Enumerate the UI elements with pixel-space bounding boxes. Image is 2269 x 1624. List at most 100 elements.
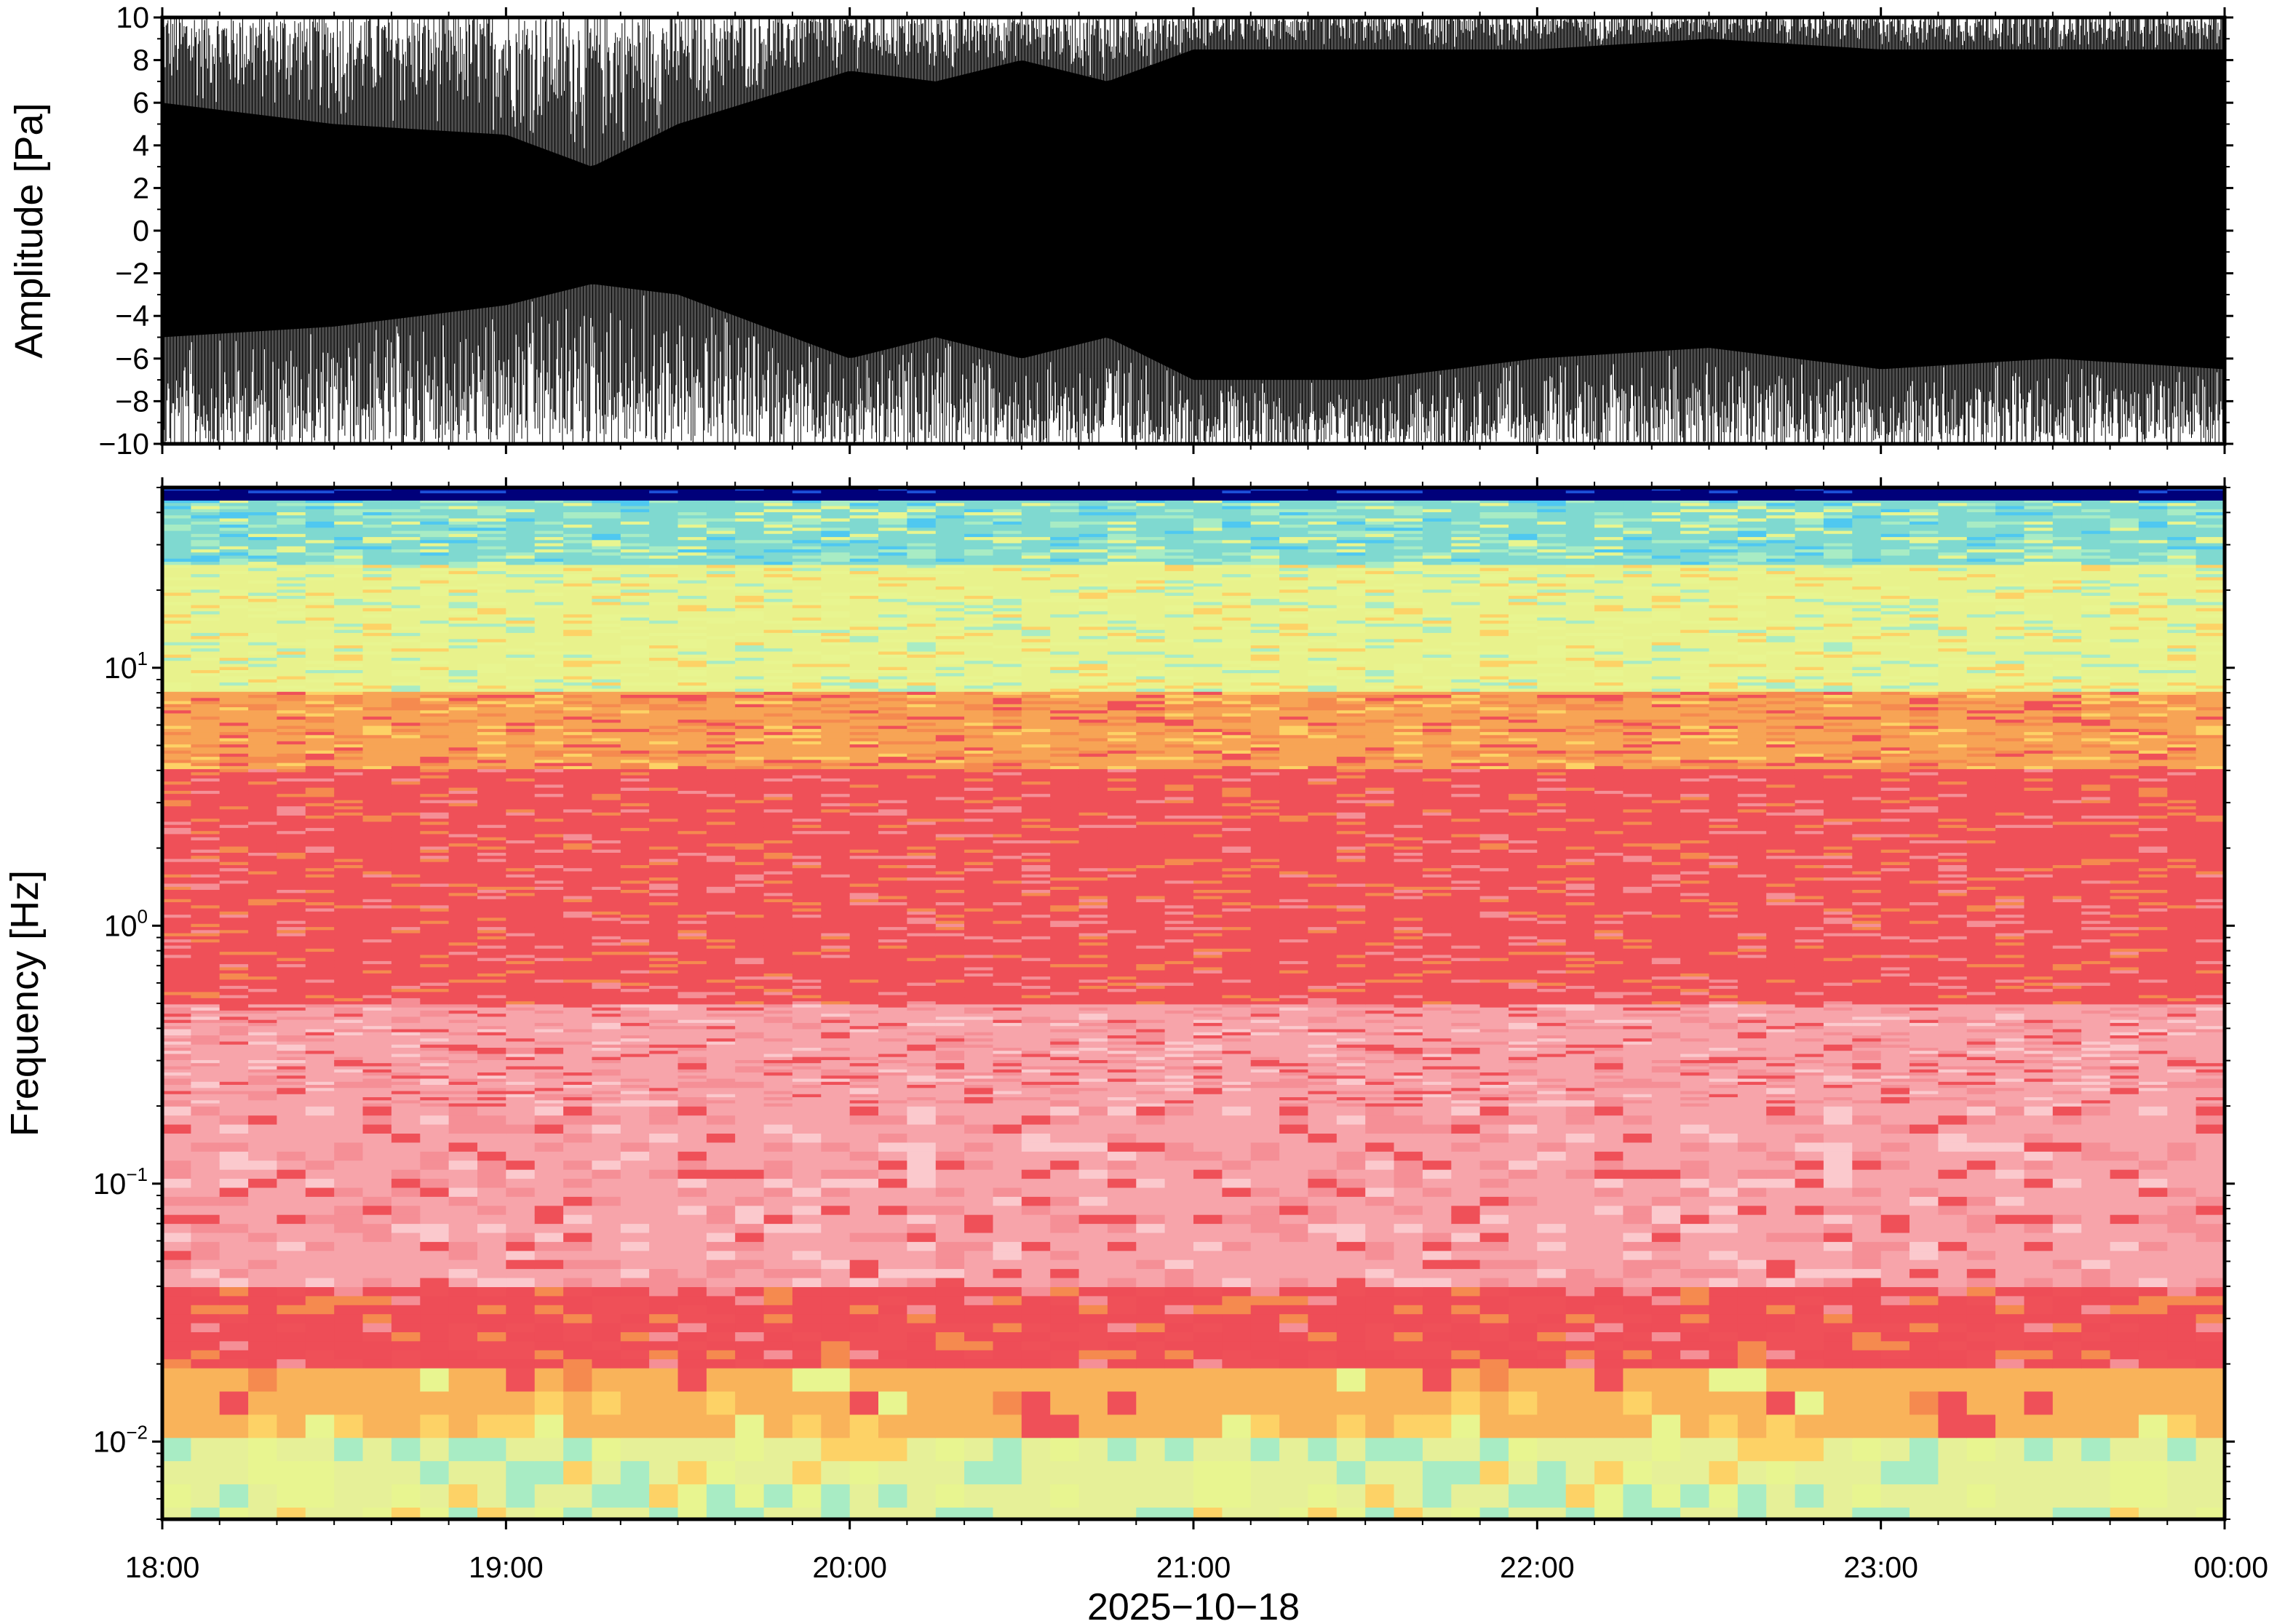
spectrogram-cell <box>162 812 192 816</box>
spectrogram-cell <box>305 927 335 931</box>
spectrogram-cell <box>277 1241 306 1252</box>
spectrogram-cell <box>219 1161 249 1171</box>
spectrogram-cell <box>162 515 192 520</box>
spectrogram-cell <box>248 698 278 702</box>
spectrogram-cell <box>277 890 306 894</box>
spectrogram-cell <box>219 1134 249 1144</box>
spectrogram-cell <box>649 1332 679 1342</box>
spectrogram-cell <box>334 682 364 687</box>
spectrogram-cell <box>305 821 335 826</box>
spectrogram-cell <box>305 1035 335 1040</box>
spectrogram-cell <box>162 738 192 742</box>
spectrogram-cell <box>334 670 364 674</box>
spectrogram-cell <box>277 583 306 587</box>
spectrogram-cell <box>277 750 306 755</box>
spectrogram-cell <box>248 1484 278 1508</box>
spectrogram-cell <box>477 1359 507 1369</box>
spectrogram-cell <box>706 1124 736 1134</box>
spectrogram-cell <box>334 577 364 581</box>
spectrogram-cell <box>191 1206 220 1216</box>
spectrogram-cell <box>219 982 249 987</box>
spectrogram-cell <box>420 1278 450 1288</box>
spectrogram-cell <box>219 1368 249 1393</box>
spectrogram-cell <box>706 1359 736 1369</box>
spectrogram-cell <box>391 1151 421 1161</box>
spectrogram-cell <box>277 1007 306 1011</box>
spectrogram-cell <box>305 614 335 618</box>
spectrogram-cell <box>305 942 335 947</box>
spectrogram-cell <box>162 592 192 597</box>
spectrogram-cell <box>277 1081 306 1086</box>
spectrogram-cell <box>191 1314 220 1324</box>
spectrogram-cell <box>248 577 278 581</box>
spectrogram-cell <box>448 1259 478 1270</box>
spectrogram-cell <box>191 747 220 752</box>
spectrogram-cell <box>191 757 220 761</box>
spectrogram-cell <box>677 1169 707 1179</box>
spectrogram-cell <box>248 824 278 829</box>
spectrogram-cell <box>649 1169 679 1179</box>
spectrogram-cell <box>277 775 306 779</box>
spectrogram-cell <box>162 853 192 857</box>
spectrogram-cell <box>334 723 364 727</box>
spectrogram-cell <box>592 1206 621 1216</box>
spectrogram-cell <box>305 490 335 495</box>
spectrogram-cell <box>277 620 306 624</box>
spectrogram-cell <box>219 902 249 907</box>
spectrogram-cell <box>592 1115 621 1126</box>
spectrogram-cell <box>563 1233 593 1243</box>
spectrogram-cell <box>706 1251 736 1261</box>
spectrogram-cell <box>248 549 278 554</box>
spectrogram-cell <box>277 528 306 532</box>
spectrogram-cell <box>248 765 278 770</box>
spectrogram-cell <box>219 698 249 702</box>
spectrogram-cell <box>191 521 220 525</box>
spectrogram-cell <box>162 661 192 665</box>
spectrogram-cell <box>162 896 192 900</box>
spectrogram-cell <box>219 741 249 745</box>
spectrogram-cell <box>191 1097 220 1102</box>
spectrogram-cell <box>191 1287 220 1297</box>
spectrogram-cell <box>677 1323 707 1333</box>
spectrogram-cell <box>420 1314 450 1324</box>
spectrogram-cell <box>191 1051 220 1055</box>
spectrogram-cell <box>248 673 278 677</box>
spectrogram-cell <box>248 1134 278 1144</box>
spectrogram-cell <box>162 1014 192 1018</box>
spectrogram-cell <box>219 716 249 720</box>
spectrogram-cell <box>277 1287 306 1297</box>
spectrogram-cell <box>219 695 249 699</box>
spectrogram-cell <box>706 1142 736 1153</box>
waveform-y-tick-label: −4 <box>115 299 149 333</box>
spectrogram-cell <box>563 1323 593 1333</box>
spectrogram-cell <box>277 886 306 891</box>
spectrogram-cell <box>162 1075 192 1080</box>
spectrogram-cell <box>162 846 192 851</box>
spectrogram-cell <box>362 1169 392 1179</box>
spectrogram-cell <box>277 645 306 650</box>
spectrogram-cell <box>277 868 306 872</box>
spectrogram-cell <box>248 948 278 952</box>
spectrogram-cell <box>277 673 306 677</box>
spectrogram-cell <box>277 939 306 944</box>
spectrogram-cell <box>191 617 220 621</box>
spectrogram-cell <box>534 1251 564 1261</box>
spectrogram-cell <box>191 1026 220 1030</box>
spectrogram-cell <box>277 1010 306 1014</box>
spectrogram-cell <box>620 1323 650 1333</box>
spectrogram-cell <box>305 1004 335 1008</box>
spectrogram-cell <box>620 1296 650 1306</box>
spectrogram-cell <box>219 760 249 764</box>
spectrogram-cell <box>191 512 220 517</box>
spectrogram-cell <box>219 998 249 1002</box>
spectrogram-cell <box>620 1391 650 1416</box>
spectrogram-cell <box>305 853 335 857</box>
spectrogram-cell <box>305 840 335 845</box>
spectrogram-cell <box>191 772 220 776</box>
spectrogram-cell <box>620 1269 650 1279</box>
spectrogram-cell <box>219 1044 249 1048</box>
spectrogram-cell <box>277 735 306 739</box>
spectrogram-cell <box>248 1016 278 1021</box>
spectrogram-cell <box>277 1323 306 1333</box>
spectrogram-cell <box>248 661 278 665</box>
